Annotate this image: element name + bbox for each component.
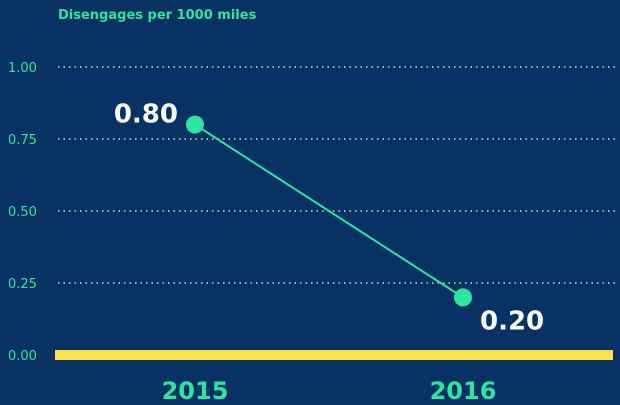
y-tick-label: 1.00 xyxy=(8,61,37,76)
chart-title: Disengages per 1000 miles xyxy=(58,8,257,23)
series-line xyxy=(194,123,464,299)
data-label: 0.20 xyxy=(480,306,544,336)
data-label: 0.80 xyxy=(114,100,178,130)
y-tick-label: 0.75 xyxy=(8,133,37,148)
data-point xyxy=(454,288,472,307)
baseline-bar xyxy=(55,350,613,360)
data-point xyxy=(186,115,204,134)
x-tick-label: 2015 xyxy=(162,377,229,405)
x-tick-label: 2016 xyxy=(430,377,497,405)
y-tick-label: 0.00 xyxy=(8,349,37,364)
y-tick-label: 0.25 xyxy=(8,277,37,292)
y-tick-label: 0.50 xyxy=(8,205,37,220)
